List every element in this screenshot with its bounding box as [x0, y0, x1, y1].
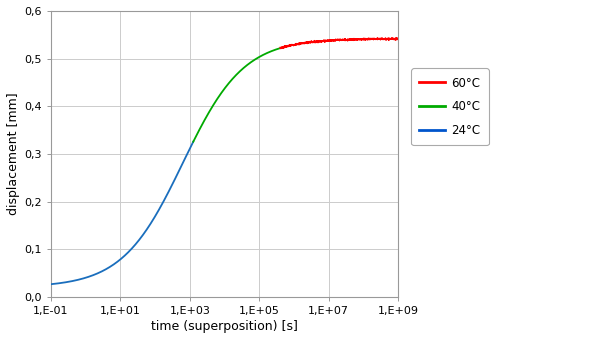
Y-axis label: displacement [mm]: displacement [mm]: [7, 92, 20, 215]
Legend: 60°C, 40°C, 24°C: 60°C, 40°C, 24°C: [411, 68, 489, 145]
X-axis label: time (superposition) [s]: time (superposition) [s]: [151, 320, 298, 333]
